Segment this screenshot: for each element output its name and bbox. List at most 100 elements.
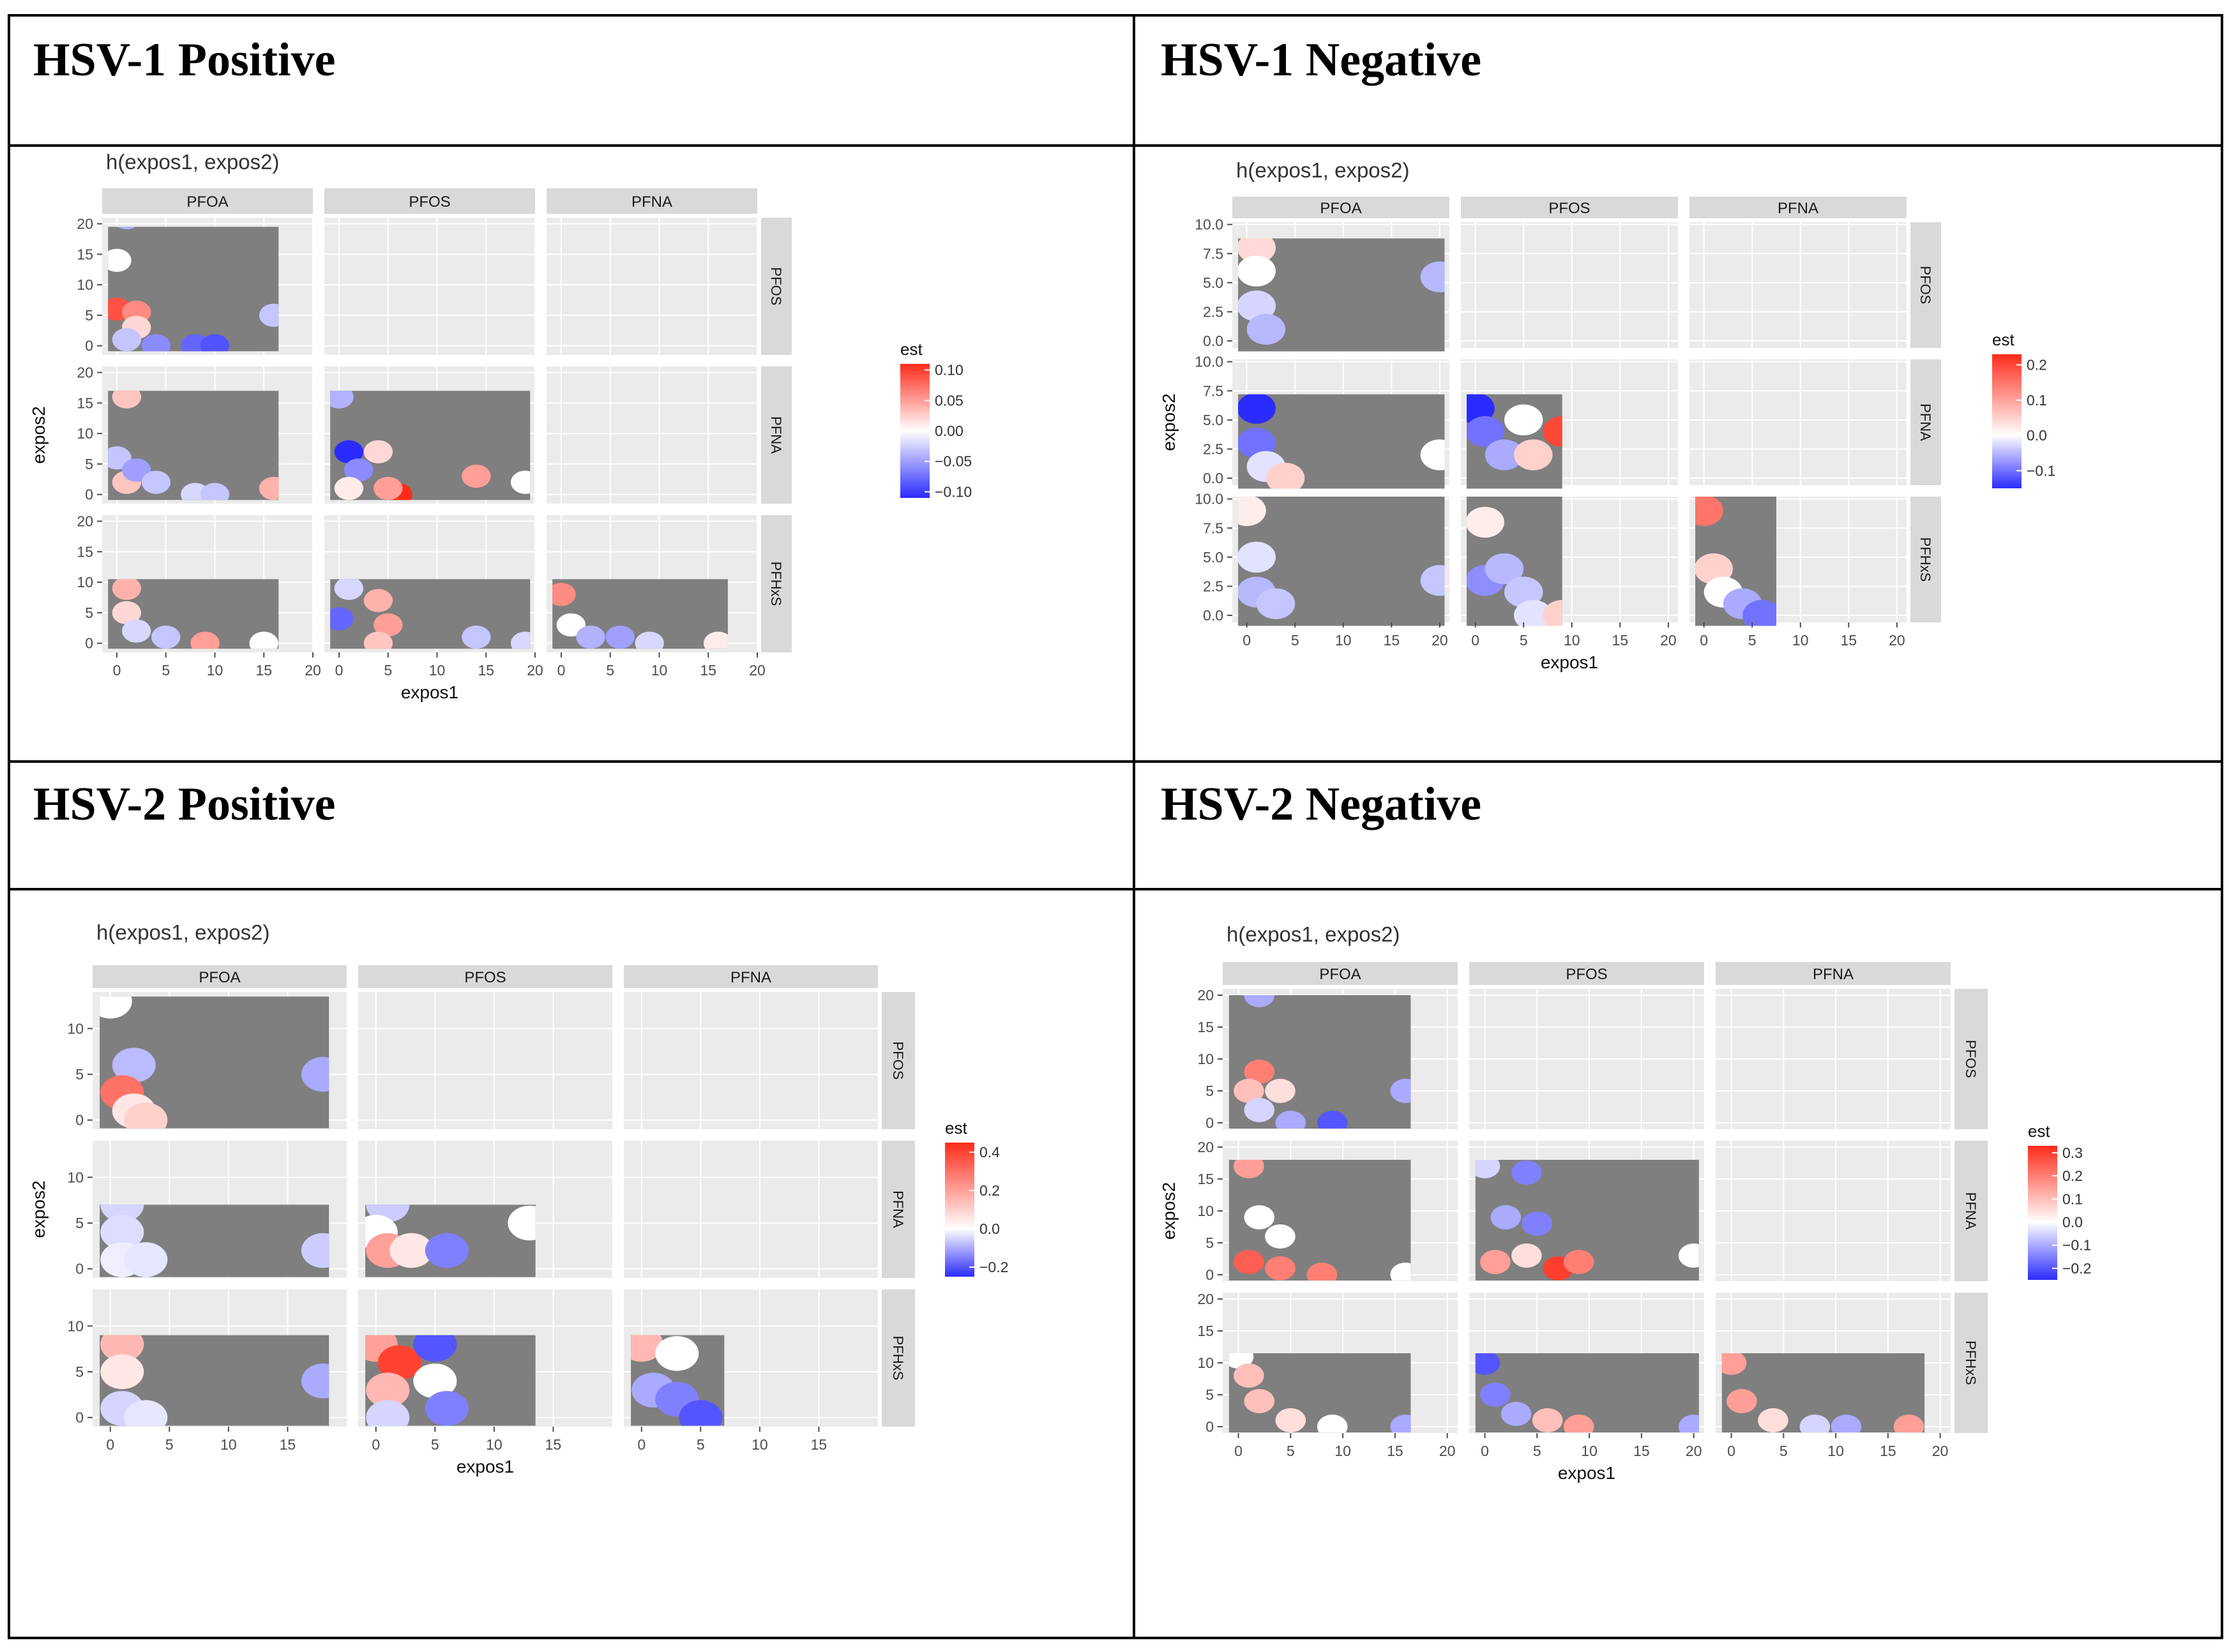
legend-tick-label: 0.10 [935, 362, 963, 379]
y-tick-label: 20 [77, 513, 93, 530]
heatmap-cell [363, 440, 393, 463]
y-tick-label: 2.5 [1203, 303, 1223, 320]
x-tick-label: 20 [1439, 1443, 1456, 1459]
heatmap-cell [1758, 1408, 1788, 1432]
legend-colorbar [945, 1143, 974, 1277]
legend-tick-label: 0.3 [2062, 1145, 2083, 1161]
heatmap-cell [703, 631, 728, 649]
chart-hsv2-positive: h(expos1, expos2) PFOA PFOS PFNA PFOS PFNA PFH… [29, 920, 1008, 1476]
col-strip [1469, 962, 1704, 985]
heatmap-region [330, 391, 531, 500]
x-tick-label: 10 [1335, 632, 1352, 649]
chart-title: h(expos1, expos2) [96, 920, 270, 944]
y-tick-label: 2.5 [1203, 440, 1223, 457]
x-tick-label: 5 [1533, 1443, 1541, 1459]
col-strip [1461, 197, 1678, 218]
y-axis-label: expos2 [1159, 393, 1179, 451]
y-tick-label: 20 [1197, 1291, 1214, 1307]
y-tick-label: 5 [85, 307, 93, 324]
y-tick-label: 0 [1205, 1266, 1214, 1283]
y-tick-label: 10.0 [1195, 216, 1223, 233]
legend-tick-label: 0.0 [2027, 427, 2047, 444]
row-strip [882, 1141, 915, 1278]
heatmap-cell [124, 1400, 168, 1426]
heatmap-cell [1742, 599, 1776, 626]
x-tick-label: 5 [1779, 1443, 1788, 1459]
heatmap-cell [112, 327, 142, 352]
legend-tick-label: 0.0 [2062, 1213, 2083, 1230]
heatmap-cell [1244, 995, 1274, 1007]
heatmap-cell [108, 248, 132, 273]
heatmap-cell [374, 476, 403, 500]
heatmap-cell [200, 483, 230, 500]
legend-colorbar [2028, 1146, 2057, 1280]
heatmap-blobs [1721, 1353, 1924, 1432]
x-tick-label: 10 [486, 1436, 502, 1453]
heatmap-cell [1238, 428, 1276, 459]
heatmap-cell [508, 1205, 536, 1241]
heatmap-blobs [631, 1335, 723, 1426]
x-tick-label: 10 [1792, 632, 1809, 649]
y-tick-label: 15 [1197, 1171, 1214, 1187]
heatmap-cell [1234, 1079, 1264, 1103]
heatmap-cell [1511, 1160, 1542, 1185]
y-tick-label: 0 [75, 1409, 84, 1426]
heatmap-blobs [365, 1335, 469, 1426]
x-tick-label: 5 [165, 1436, 174, 1453]
y-tick-label: 0.0 [1203, 607, 1223, 624]
heatmap-blobs [108, 391, 279, 500]
x-tick-label: 15 [478, 662, 494, 679]
heatmap-blobs [1238, 238, 1445, 345]
heatmap-cell [112, 1048, 156, 1083]
title-hsv1-positive: HSV-1 Positive [33, 34, 336, 86]
heatmap-cell [1721, 1353, 1747, 1375]
heatmap-blobs [1475, 1160, 1699, 1280]
title-hsv1-negative: HSV-1 Negative [1161, 34, 1482, 86]
facet-panel [624, 1141, 878, 1278]
heatmap-cell [510, 470, 531, 494]
table-divider-title-2 [10, 888, 2221, 890]
legend-tick-label: −0.1 [2027, 462, 2055, 479]
heatmap-cell [1475, 1353, 1500, 1375]
heatmap-region [330, 579, 531, 649]
row-strip [882, 992, 915, 1129]
heatmap-cell [1522, 1212, 1553, 1236]
x-tick-label: 15 [1880, 1443, 1896, 1459]
row-strip-label: PFNA [890, 1190, 906, 1228]
heatmap-cell [1500, 1402, 1532, 1426]
title-hsv2-negative: HSV-2 Negative [1161, 778, 1482, 830]
heatmap-cell [1563, 1415, 1594, 1432]
x-tick-label: 15 [280, 1436, 296, 1453]
heatmap-blobs [1228, 1353, 1411, 1432]
x-tick-label: 15 [545, 1436, 562, 1453]
heatmap-blobs [1475, 1353, 1699, 1432]
heatmap-cell [112, 579, 142, 600]
heatmap-cell [141, 470, 171, 494]
table-divider-vertical [1133, 17, 1135, 1637]
heatmap-cell [112, 391, 142, 409]
col-strip [1689, 197, 1907, 218]
heatmap-cell [259, 303, 279, 327]
heatmap-cell [363, 631, 393, 649]
heatmap-cell [462, 464, 491, 488]
x-axis-label: expos1 [1558, 1463, 1615, 1483]
heatmap-cell [1420, 565, 1445, 596]
facet-panel [1689, 222, 1907, 348]
heatmap-cell [100, 1354, 144, 1390]
row-strip [761, 218, 792, 355]
heatmap-cell [576, 625, 605, 649]
heatmap-cell [413, 1363, 457, 1399]
heatmap-cell [1275, 1408, 1306, 1432]
y-tick-label: 2.5 [1203, 578, 1223, 594]
heatmap-cell [1238, 394, 1276, 424]
heatmap-cell [1467, 416, 1504, 447]
heatmap-cell [1514, 439, 1553, 470]
col-strip [1223, 962, 1458, 985]
heatmap-cell [363, 589, 393, 612]
y-tick-label: 10 [1197, 1051, 1214, 1067]
y-tick-label: 0.0 [1203, 333, 1223, 349]
legend-title: est [900, 340, 923, 359]
heatmap-blobs [330, 391, 531, 500]
legend-tick-label: 0.2 [2027, 357, 2047, 373]
chart-hsv2-negative: h(expos1, expos2) PFOA PFOS PFNA PFOS PFNA PFH… [1159, 922, 2091, 1483]
